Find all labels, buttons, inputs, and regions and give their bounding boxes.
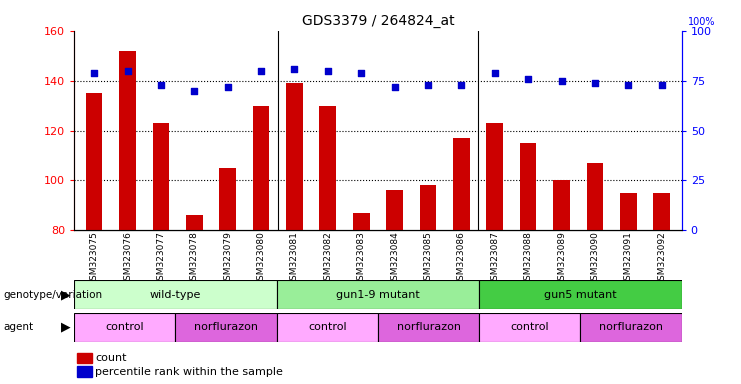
Text: percentile rank within the sample: percentile rank within the sample (96, 367, 283, 377)
Bar (153, 123, 169, 230)
Bar (86, 93, 102, 230)
Bar (186, 215, 202, 230)
Text: norflurazon: norflurazon (599, 322, 663, 333)
Point (355, 70, 367, 76)
Text: agent: agent (4, 322, 34, 332)
Text: GSM323078: GSM323078 (190, 231, 199, 286)
Text: count: count (96, 353, 127, 363)
Bar (554, 180, 570, 230)
Point (489, 70, 501, 76)
Text: 100%: 100% (688, 17, 715, 27)
Text: GSM323086: GSM323086 (457, 231, 466, 286)
Bar (479, 313, 580, 342)
Text: GSM323085: GSM323085 (424, 231, 433, 286)
Point (589, 79, 601, 86)
Bar (276, 313, 378, 342)
Text: GSM323091: GSM323091 (624, 231, 633, 286)
Bar (253, 106, 270, 230)
Bar (386, 190, 403, 230)
Bar (77, 366, 93, 377)
Text: GSM323088: GSM323088 (524, 231, 533, 286)
Text: gun5 mutant: gun5 mutant (544, 290, 617, 300)
Text: control: control (308, 322, 347, 333)
Point (522, 76, 534, 82)
Text: ▶: ▶ (61, 288, 70, 301)
Bar (419, 185, 436, 230)
Text: GSM323087: GSM323087 (491, 231, 499, 286)
Text: GSM323080: GSM323080 (256, 231, 265, 286)
Text: GSM323076: GSM323076 (123, 231, 132, 286)
Text: GSM323083: GSM323083 (356, 231, 366, 286)
Text: norflurazon: norflurazon (194, 322, 258, 333)
Bar (276, 280, 479, 309)
Bar (587, 163, 603, 230)
Text: GSM323081: GSM323081 (290, 231, 299, 286)
Title: GDS3379 / 264824_at: GDS3379 / 264824_at (302, 14, 454, 28)
Text: genotype/variation: genotype/variation (4, 290, 103, 300)
Point (288, 66, 300, 72)
Text: GSM323077: GSM323077 (156, 231, 165, 286)
Bar (176, 313, 276, 342)
Bar (119, 51, 136, 230)
Point (389, 84, 401, 90)
Point (188, 88, 200, 94)
Text: ▶: ▶ (61, 321, 70, 334)
Point (222, 84, 233, 90)
Bar (378, 313, 479, 342)
Text: control: control (105, 322, 144, 333)
Bar (286, 83, 303, 230)
Bar (353, 213, 370, 230)
Bar (74, 280, 276, 309)
Point (622, 81, 634, 88)
Text: GSM323082: GSM323082 (323, 231, 332, 286)
Point (255, 68, 267, 74)
Point (122, 68, 133, 74)
Text: gun1-9 mutant: gun1-9 mutant (336, 290, 420, 300)
Text: GSM323092: GSM323092 (657, 231, 666, 286)
Text: norflurazon: norflurazon (396, 322, 461, 333)
Bar (319, 106, 336, 230)
Text: wild-type: wild-type (150, 290, 201, 300)
Point (88, 70, 100, 76)
Bar (74, 313, 176, 342)
Text: GSM323084: GSM323084 (390, 231, 399, 286)
Bar (654, 193, 670, 230)
Bar (219, 168, 236, 230)
Bar (479, 280, 682, 309)
Bar (77, 353, 93, 363)
Bar (519, 143, 536, 230)
Text: GSM323075: GSM323075 (90, 231, 99, 286)
Bar (580, 313, 682, 342)
Point (556, 78, 568, 84)
Point (155, 81, 167, 88)
Text: GSM323079: GSM323079 (223, 231, 232, 286)
Point (456, 81, 468, 88)
Text: control: control (511, 322, 549, 333)
Point (322, 68, 333, 74)
Text: GSM323089: GSM323089 (557, 231, 566, 286)
Text: GSM323090: GSM323090 (591, 231, 599, 286)
Point (656, 81, 668, 88)
Point (422, 81, 434, 88)
Bar (486, 123, 503, 230)
Bar (620, 193, 637, 230)
Bar (453, 138, 470, 230)
